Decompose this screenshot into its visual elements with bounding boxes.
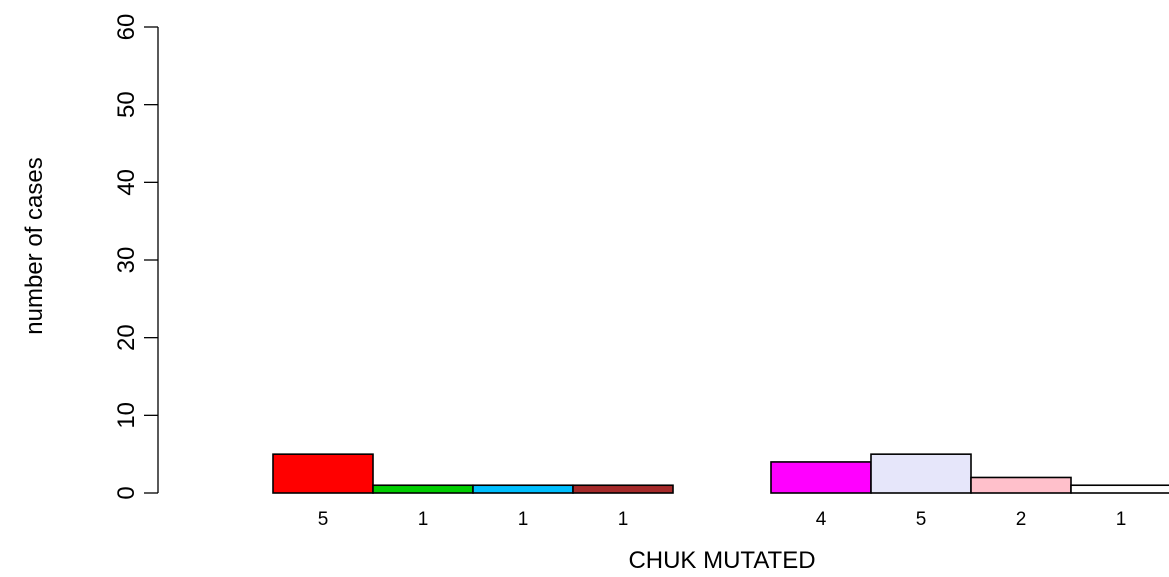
bar	[1070, 484, 1169, 494]
bar-count-label: 1	[1116, 509, 1127, 530]
y-tick-label: 20	[113, 324, 140, 351]
bar-count-label: 4	[816, 509, 827, 530]
bar-count-label: 1	[518, 509, 529, 530]
y-tick-label: 50	[113, 91, 140, 118]
bar	[970, 476, 1072, 494]
bar-count-labels: 5 1 1 1 4 5 2 1	[318, 509, 1127, 530]
y-tick-label: 0	[113, 486, 140, 499]
bar-count-label: 1	[618, 509, 629, 530]
y-tick-label: 10	[113, 402, 140, 429]
y-tick-label: 40	[113, 169, 140, 196]
bar-count-label: 5	[916, 509, 927, 530]
bar-count-label: 5	[318, 509, 329, 530]
y-axis: 0 10 20 30 40 50 60	[113, 14, 159, 500]
y-tick-label: 30	[113, 247, 140, 274]
x-axis-label: CHUK MUTATED	[628, 547, 815, 574]
bar	[472, 484, 574, 494]
y-tick-label: 60	[113, 14, 140, 41]
y-axis-label: number of cases	[21, 157, 48, 334]
bar	[272, 453, 374, 494]
bar	[372, 484, 474, 494]
bar-count-label: 1	[418, 509, 429, 530]
bar	[572, 484, 674, 494]
bars	[272, 453, 1169, 494]
bar	[870, 453, 972, 494]
bar	[770, 461, 872, 494]
bar-count-label: 2	[1016, 509, 1027, 530]
